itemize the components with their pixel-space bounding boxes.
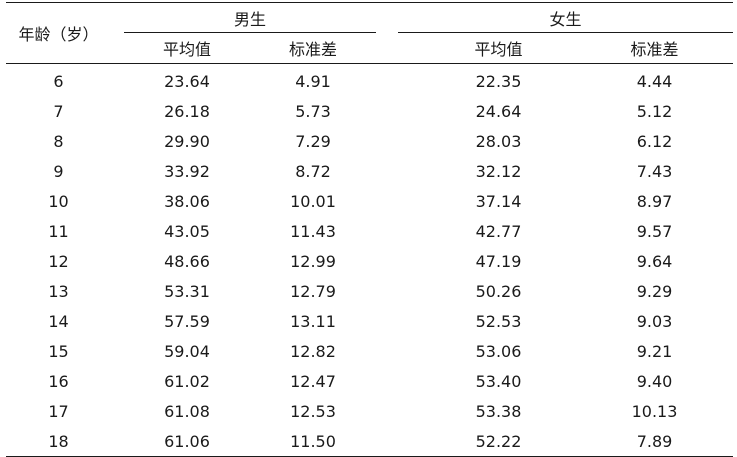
cell-age: 7	[53, 101, 64, 121]
table-row: 6 23.64 4.91 22.35 4.44	[6, 64, 733, 97]
cell-age: 10	[48, 191, 69, 211]
cell-girls-mean: 53.38	[475, 401, 522, 421]
cell-boys-sd: 12.99	[290, 251, 336, 271]
cell-girls-sd: 9.64	[636, 251, 673, 271]
cell-age: 9	[53, 161, 64, 181]
cell-girls-sd: 8.97	[636, 191, 673, 211]
header-boys-sd: 标准差	[289, 40, 338, 59]
table-row: 15 59.04 12.82 53.06 9.21	[6, 336, 733, 366]
cell-girls-mean: 50.26	[475, 281, 522, 301]
header-girls-sd: 标准差	[630, 40, 679, 59]
table-row: 12 48.66 12.99 47.19 9.64	[6, 246, 733, 276]
cell-girls-sd: 7.89	[636, 431, 673, 451]
header-age: 年龄（岁）	[6, 2, 111, 64]
cell-boys-sd: 12.79	[290, 281, 336, 301]
cell-age: 11	[48, 221, 69, 241]
table-row: 9 33.92 8.72 32.12 7.43	[6, 156, 733, 186]
cell-boys-sd: 8.72	[295, 161, 331, 181]
cell-girls-mean: 37.14	[475, 191, 522, 211]
cell-age: 16	[48, 371, 69, 391]
cell-boys-sd: 11.43	[290, 221, 336, 241]
cell-age: 17	[48, 401, 69, 421]
cell-girls-mean: 24.64	[475, 101, 522, 121]
cell-age: 6	[53, 71, 64, 91]
cell-girls-sd: 9.57	[636, 221, 673, 241]
cell-boys-mean: 57.59	[164, 311, 210, 331]
cell-boys-mean: 53.31	[164, 281, 210, 301]
header-girls-mean: 平均值	[474, 40, 523, 59]
cell-girls-sd: 6.12	[636, 131, 673, 151]
cell-age: 18	[48, 431, 69, 451]
cell-girls-sd: 5.12	[636, 101, 673, 121]
cell-girls-sd: 10.13	[631, 401, 678, 421]
cell-boys-mean: 61.06	[164, 431, 210, 451]
cell-girls-sd: 9.40	[636, 371, 673, 391]
header-girls: 女生	[398, 2, 734, 33]
table-row: 8 29.90 7.29 28.03 6.12	[6, 126, 733, 156]
cell-boys-sd: 13.11	[290, 311, 336, 331]
table-row: 14 57.59 13.11 52.53 9.03	[6, 306, 733, 336]
cell-boys-mean: 38.06	[164, 191, 210, 211]
table-row: 18 61.06 11.50 52.22 7.89	[6, 426, 734, 457]
cell-girls-sd: 9.03	[636, 311, 673, 331]
cell-boys-mean: 26.18	[164, 101, 210, 121]
table-row: 17 61.08 12.53 53.38 10.13	[6, 396, 733, 426]
cell-boys-sd: 10.01	[290, 191, 336, 211]
cell-age: 15	[48, 341, 69, 361]
cell-age: 8	[53, 131, 64, 151]
cell-girls-mean: 28.03	[475, 131, 522, 151]
cell-age: 14	[48, 311, 69, 331]
cell-girls-mean: 47.19	[475, 251, 522, 271]
cell-boys-mean: 33.92	[164, 161, 210, 181]
table-row: 13 53.31 12.79 50.26 9.29	[6, 276, 733, 306]
cell-girls-sd: 7.43	[636, 161, 673, 181]
cell-boys-sd: 7.29	[295, 131, 331, 151]
cell-girls-mean: 32.12	[475, 161, 522, 181]
cell-boys-mean: 48.66	[164, 251, 210, 271]
cell-boys-sd: 11.50	[290, 431, 336, 451]
table-row: 7 26.18 5.73 24.64 5.12	[6, 96, 733, 126]
cell-girls-mean: 53.40	[475, 371, 522, 391]
cell-age: 12	[48, 251, 69, 271]
cell-boys-mean: 61.02	[164, 371, 210, 391]
table-row: 11 43.05 11.43 42.77 9.57	[6, 216, 733, 246]
table-row: 10 38.06 10.01 37.14 8.97	[6, 186, 733, 216]
header-boys-mean: 平均值	[162, 40, 211, 59]
cell-girls-mean: 22.35	[475, 71, 522, 91]
cell-girls-sd: 9.21	[636, 341, 673, 361]
cell-boys-sd: 5.73	[295, 101, 331, 121]
cell-boys-sd: 12.47	[290, 371, 336, 391]
cell-boys-mean: 29.90	[164, 131, 210, 151]
cell-girls-sd: 4.44	[636, 71, 673, 91]
header-boys: 男生	[124, 2, 377, 33]
data-table: 年龄（岁） 男生 女生 平均值 标准差 平均值 标准差 6 23.64 4.91 22…	[6, 2, 734, 457]
cell-girls-mean: 52.53	[475, 311, 522, 331]
cell-girls-mean: 52.22	[475, 431, 522, 451]
cell-girls-mean: 42.77	[475, 221, 522, 241]
cell-boys-sd: 4.91	[295, 71, 331, 91]
cell-girls-mean: 53.06	[475, 341, 522, 361]
table-row: 16 61.02 12.47 53.40 9.40	[6, 366, 733, 396]
cell-boys-mean: 43.05	[164, 221, 210, 241]
table-body: 6 23.64 4.91 22.35 4.44 7 26.18 5.73 24.64 5.12 8 2…	[6, 64, 734, 457]
cell-boys-mean: 23.64	[164, 71, 210, 91]
cell-boys-mean: 59.04	[164, 341, 210, 361]
cell-boys-sd: 12.53	[290, 401, 336, 421]
cell-boys-sd: 12.82	[290, 341, 336, 361]
cell-boys-mean: 61.08	[164, 401, 210, 421]
cell-age: 13	[48, 281, 69, 301]
cell-girls-sd: 9.29	[636, 281, 673, 301]
